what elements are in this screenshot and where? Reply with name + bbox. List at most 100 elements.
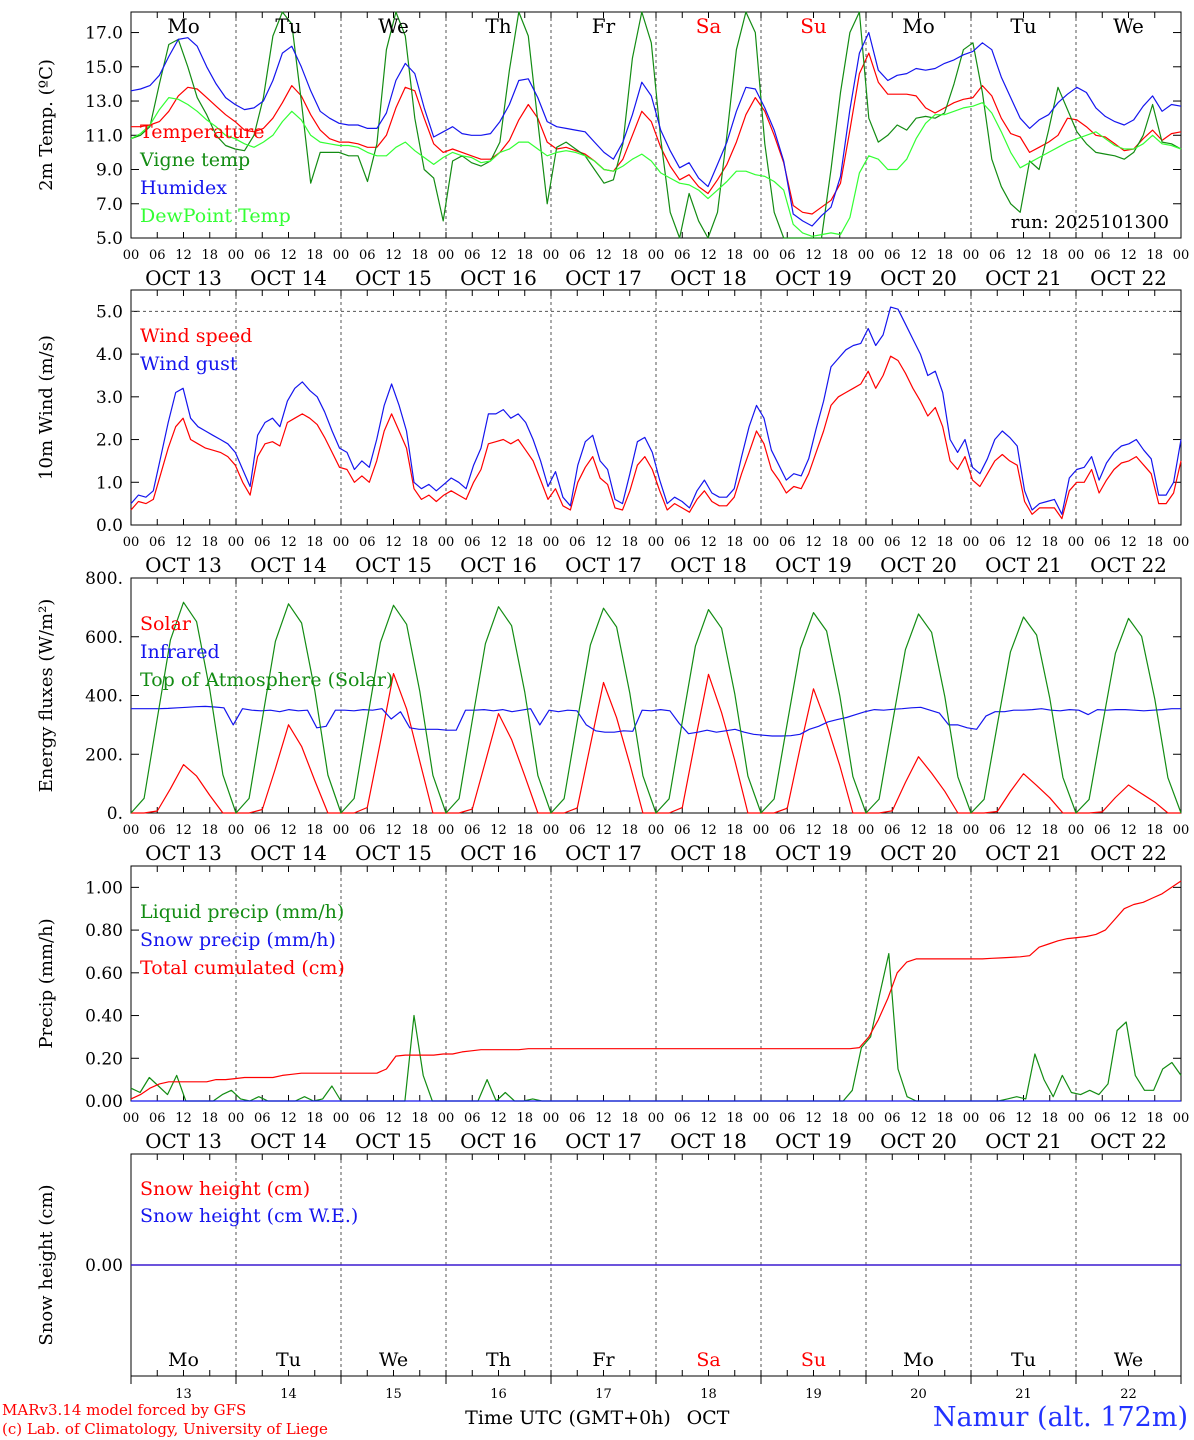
wind-y-tick-label: 3.0 bbox=[96, 388, 123, 408]
precip-hour-label: 00 bbox=[123, 1111, 140, 1126]
wind-hour-label: 12 bbox=[175, 535, 192, 550]
energy-hour-label: 00 bbox=[123, 823, 140, 838]
energy-hour-label: 18 bbox=[1146, 823, 1163, 838]
temp-hour-label: 18 bbox=[1041, 248, 1058, 263]
precip-hour-label: 12 bbox=[490, 1111, 507, 1126]
snow-weekday-label: Mo bbox=[168, 1349, 199, 1371]
temp-hour-label: 06 bbox=[779, 248, 796, 263]
energy-hour-label: 06 bbox=[569, 823, 586, 838]
temp-hour-label: 00 bbox=[963, 248, 980, 263]
snow-y-tick-label: 0.00 bbox=[85, 1256, 123, 1276]
energy-hour-label: 12 bbox=[910, 823, 927, 838]
precip-y-axis-label: Precip (mm/h) bbox=[36, 918, 57, 1048]
precip-hour-label: 18 bbox=[516, 1111, 533, 1126]
wind-date-label: OCT 18 bbox=[670, 553, 747, 577]
precip-hour-label: 06 bbox=[149, 1111, 166, 1126]
wind-date-label: OCT 21 bbox=[985, 553, 1062, 577]
temp-hour-label: 18 bbox=[306, 248, 323, 263]
temp-y-axis-label: 2m Temp. (ºC) bbox=[36, 59, 57, 191]
wind-hour-label: 00 bbox=[438, 535, 455, 550]
energy-date-label: OCT 16 bbox=[460, 841, 537, 865]
day-number-label: 18 bbox=[700, 1387, 717, 1402]
temp-hour-label: 00 bbox=[648, 248, 665, 263]
wind-hour-label: 06 bbox=[254, 535, 271, 550]
energy-hour-label: 06 bbox=[149, 823, 166, 838]
wind-hour-label: 18 bbox=[726, 535, 743, 550]
precip-hour-label: 00 bbox=[963, 1111, 980, 1126]
temp-series-humidex bbox=[130, 31, 1182, 227]
energy-hour-label: 00 bbox=[648, 823, 665, 838]
energy-date-label: OCT 17 bbox=[565, 841, 642, 865]
temp-weekday-label: Tu bbox=[1010, 14, 1036, 38]
temp-hour-label: 06 bbox=[989, 248, 1006, 263]
temp-series-vigne-temp bbox=[130, 11, 1182, 239]
precip-hour-label: 12 bbox=[385, 1111, 402, 1126]
energy-hour-label: 00 bbox=[963, 823, 980, 838]
precip-hour-label: 06 bbox=[569, 1111, 586, 1126]
precip-legend-entry: Snow precip (mm/h) bbox=[140, 929, 336, 951]
wind-hour-label: 12 bbox=[700, 535, 717, 550]
wind-date-label: OCT 16 bbox=[460, 553, 537, 577]
precip-legend-entry: Total cumulated (cm) bbox=[140, 957, 345, 979]
energy-hour-label: 00 bbox=[1173, 823, 1190, 838]
snow-legend-entry: Snow height (cm) bbox=[140, 1178, 310, 1200]
precip-y-tick-label: 0.60 bbox=[85, 964, 123, 984]
wind-hour-label: 00 bbox=[963, 535, 980, 550]
precip-hour-label: 00 bbox=[1068, 1111, 1085, 1126]
energy-hour-label: 00 bbox=[543, 823, 560, 838]
temp-date-label: OCT 17 bbox=[565, 266, 642, 290]
precip-date-label: OCT 18 bbox=[670, 1129, 747, 1153]
precip-hour-label: 06 bbox=[779, 1111, 796, 1126]
wind-hour-label: 00 bbox=[543, 535, 560, 550]
temp-hour-label: 18 bbox=[201, 248, 218, 263]
temp-hour-label: 06 bbox=[884, 248, 901, 263]
precip-hour-label: 12 bbox=[700, 1111, 717, 1126]
precip-y-tick-label: 0.00 bbox=[85, 1092, 123, 1112]
energy-hour-label: 00 bbox=[753, 823, 770, 838]
wind-hour-label: 12 bbox=[490, 535, 507, 550]
temp-hour-label: 18 bbox=[621, 248, 638, 263]
temp-hour-label: 18 bbox=[726, 248, 743, 263]
temp-hour-label: 06 bbox=[359, 248, 376, 263]
precip-legend-entry: Liquid precip (mm/h) bbox=[140, 901, 344, 923]
energy-hour-label: 18 bbox=[201, 823, 218, 838]
wind-hour-label: 00 bbox=[123, 535, 140, 550]
wind-hour-label: 12 bbox=[280, 535, 297, 550]
energy-series-infrared bbox=[131, 705, 1181, 737]
temp-legend-entry: Temperature bbox=[140, 121, 264, 143]
snow-weekday-label: Th bbox=[486, 1349, 511, 1371]
day-number-label: 16 bbox=[490, 1387, 507, 1402]
temp-legend-entry: Humidex bbox=[140, 177, 227, 199]
energy-hour-label: 12 bbox=[1120, 823, 1137, 838]
snow-weekday-label: We bbox=[379, 1349, 408, 1371]
precip-hour-label: 00 bbox=[333, 1111, 350, 1126]
temp-hour-label: 18 bbox=[936, 248, 953, 263]
snow-weekday-label: Tu bbox=[276, 1349, 301, 1371]
precip-date-label: OCT 22 bbox=[1090, 1129, 1167, 1153]
precip-hour-label: 12 bbox=[1120, 1111, 1137, 1126]
precip-hour-label: 06 bbox=[254, 1111, 271, 1126]
wind-legend-entry: Wind gust bbox=[140, 353, 238, 375]
wind-hour-label: 06 bbox=[569, 535, 586, 550]
day-number-label: 14 bbox=[280, 1387, 297, 1402]
energy-y-tick-label: 600. bbox=[85, 628, 123, 648]
wind-y-tick-label: 1.0 bbox=[96, 473, 123, 493]
precip-date-label: OCT 20 bbox=[880, 1129, 957, 1153]
energy-hour-label: 06 bbox=[989, 823, 1006, 838]
precip-hour-label: 18 bbox=[936, 1111, 953, 1126]
temp-hour-label: 00 bbox=[753, 248, 770, 263]
precip-hour-label: 12 bbox=[910, 1111, 927, 1126]
energy-hour-label: 18 bbox=[516, 823, 533, 838]
precip-hour-label: 00 bbox=[228, 1111, 245, 1126]
temp-hour-label: 18 bbox=[411, 248, 428, 263]
wind-y-tick-label: 4.0 bbox=[96, 345, 123, 365]
temp-hour-label: 12 bbox=[700, 248, 717, 263]
temp-series-dewpoint-temp bbox=[130, 96, 1182, 237]
temp-y-tick-label: 9.0 bbox=[96, 161, 123, 181]
precip-hour-label: 12 bbox=[280, 1111, 297, 1126]
wind-hour-label: 12 bbox=[1015, 535, 1032, 550]
temp-legend-entry: Vigne temp bbox=[139, 149, 250, 171]
energy-hour-label: 18 bbox=[1041, 823, 1058, 838]
snow-weekday-label: Tu bbox=[1011, 1349, 1036, 1371]
